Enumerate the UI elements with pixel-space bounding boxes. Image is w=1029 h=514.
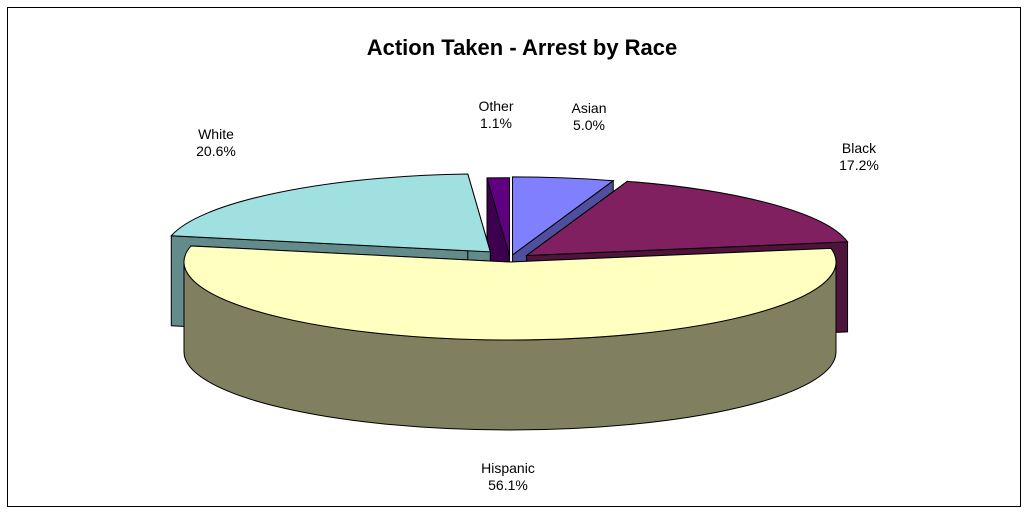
pie-slice-top bbox=[170, 173, 491, 253]
pie-slice-top bbox=[183, 245, 837, 341]
slice-label-value: 5.0% bbox=[573, 117, 605, 133]
slice-label-name: Black bbox=[842, 140, 877, 156]
slice-label-value: 20.6% bbox=[196, 143, 236, 159]
slice-label-value: 56.1% bbox=[488, 477, 528, 493]
slice-label-value: 1.1% bbox=[480, 115, 512, 131]
pie-slice-top bbox=[486, 177, 511, 256]
pie-slice-hispanic bbox=[183, 245, 837, 431]
pie-slice-top bbox=[512, 176, 615, 256]
slice-label-name: Asian bbox=[571, 100, 606, 116]
chart-title: Action Taken - Arrest by Race bbox=[367, 35, 678, 60]
slice-label-name: Hispanic bbox=[481, 460, 535, 476]
pie-slice-top bbox=[524, 180, 849, 257]
slice-label-value: 17.2% bbox=[839, 157, 879, 173]
slice-label-name: Other bbox=[478, 98, 513, 114]
slice-label-name: White bbox=[198, 126, 234, 142]
